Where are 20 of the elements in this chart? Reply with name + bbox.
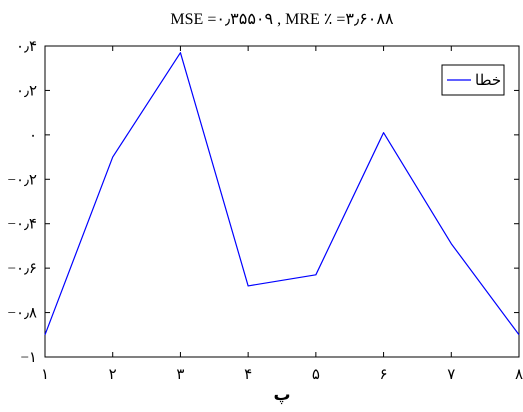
x-tick-label: ۲	[108, 367, 117, 383]
x-tick-label: ۱	[40, 367, 50, 383]
y-tick-label: ۰	[28, 128, 37, 144]
y-tick-label: ۰٫۴	[16, 39, 37, 55]
x-tick-label: ۳	[176, 367, 184, 383]
x-tick-label: ۶	[380, 367, 388, 383]
y-tick-label: −۰٫۴	[8, 216, 37, 233]
y-tick-label: −۰٫۶	[8, 261, 37, 278]
line-series	[44, 52, 520, 336]
x-axis-title: پ	[273, 385, 291, 405]
x-tick-label: ۷	[447, 367, 456, 383]
y-tick-label: −۰٫۸	[8, 306, 37, 322]
chart-title: MSE =۰٫۳۵۵۰۹ , MRE ٪ =۳٫۶۰۸۸	[170, 11, 394, 28]
x-tick-label: ۵	[312, 367, 320, 383]
x-tick-label: ۸	[514, 367, 523, 383]
y-tick-label: −۰٫۲	[8, 172, 37, 188]
y-tick-label: ۰٫۲	[16, 83, 37, 100]
y-tick-label: −۱	[20, 350, 37, 366]
x-tick-label: ۴	[244, 367, 252, 383]
legend-label: خطا	[475, 73, 502, 89]
